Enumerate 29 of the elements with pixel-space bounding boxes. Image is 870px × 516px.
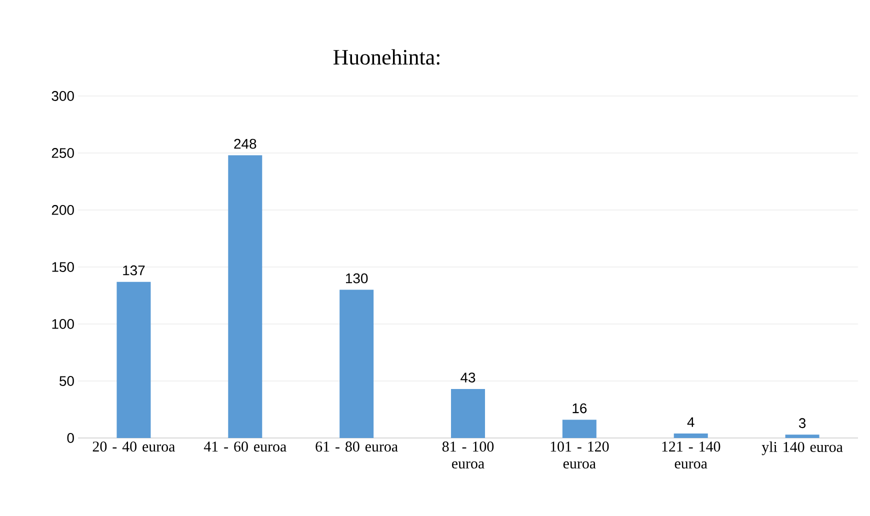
data-label: 248 [234, 138, 256, 149]
bar [228, 155, 262, 438]
chart-title: Huonehinta: [333, 49, 440, 65]
y-tick-label: 0 [67, 433, 74, 443]
x-tick-label: yli 140 euroa [762, 442, 843, 456]
x-tick-label: 81 - 100 euroa [442, 442, 494, 469]
data-label: 137 [123, 265, 145, 276]
bar [340, 290, 374, 438]
x-tick-label: 41 - 60 euroa [204, 442, 286, 452]
y-tick-label: 50 [60, 376, 74, 386]
y-tick-label: 100 [52, 319, 74, 329]
bar [451, 388, 485, 438]
bar [562, 420, 596, 438]
bar [116, 282, 151, 438]
y-tick-label: 300 [52, 91, 74, 101]
data-label: 43 [460, 372, 476, 382]
x-tick-label: 101 - 120 euroa [550, 442, 609, 469]
data-label: 3 [798, 418, 806, 428]
x-tick-label: 121 - 140 euroa [662, 442, 720, 469]
data-label: 130 [346, 273, 368, 284]
x-tick-label: 61 - 80 euroa [316, 442, 398, 452]
data-label: 16 [572, 403, 587, 414]
bar [785, 434, 820, 438]
x-tick-label: 20 - 40 euroa [92, 442, 175, 452]
y-tick-label: 200 [52, 205, 74, 215]
bar [674, 433, 708, 438]
y-tick-label: 150 [52, 262, 74, 272]
y-tick-label: 250 [52, 148, 74, 158]
data-label: 4 [687, 417, 694, 427]
